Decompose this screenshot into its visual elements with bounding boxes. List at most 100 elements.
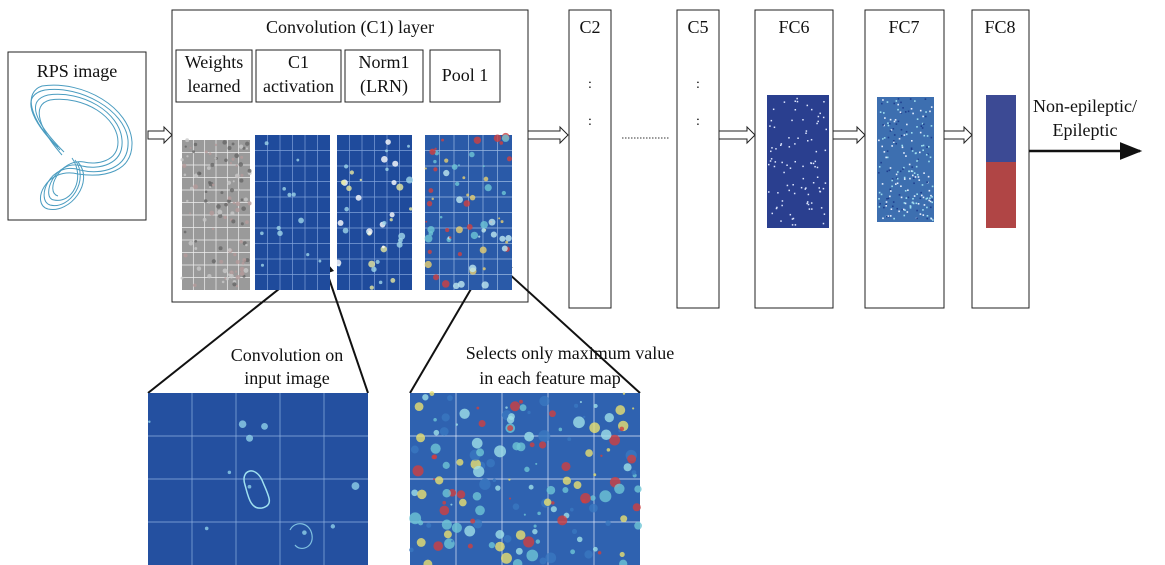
fc7-unit — [884, 117, 886, 119]
activation-spot — [538, 430, 551, 443]
fc7-unit — [887, 122, 889, 124]
activation-spot — [406, 176, 414, 184]
fc7-activation — [877, 97, 934, 222]
fc7-unit — [904, 190, 907, 192]
output-label: Epileptic — [1053, 120, 1118, 140]
stage-box — [255, 49, 342, 103]
fc7-unit — [890, 208, 893, 210]
fc7-unit — [920, 191, 922, 194]
fc7-unit — [928, 199, 930, 202]
activation-spot — [523, 513, 526, 516]
activation-spot — [225, 276, 229, 281]
activation-spot — [242, 258, 247, 262]
stage-label: learned — [188, 76, 241, 96]
fc7-unit — [883, 206, 885, 209]
activation-spot — [459, 498, 467, 507]
fc7-unit — [883, 137, 886, 139]
activation-spot — [632, 503, 641, 512]
activation-spot — [227, 248, 232, 252]
activation-spot — [506, 156, 513, 162]
activation-spot — [482, 165, 485, 168]
activation-spot — [224, 158, 228, 163]
fc6-unit — [793, 192, 796, 195]
fc6-unit — [824, 149, 827, 152]
activation-spot — [414, 402, 424, 412]
callout-line — [494, 260, 641, 394]
activation-spot — [298, 217, 304, 224]
activation-spot — [277, 230, 283, 237]
activation-spot — [355, 194, 362, 201]
activation-spot — [216, 204, 221, 209]
fc6-unit — [781, 200, 784, 202]
activation-spot — [532, 528, 538, 535]
activation-spot — [410, 445, 419, 454]
fc7-unit — [911, 201, 914, 204]
activation-spot — [378, 280, 383, 285]
activation-spot — [468, 264, 477, 273]
fc7-unit — [900, 134, 903, 137]
fc6-unit — [814, 160, 817, 163]
fc7-unit — [903, 202, 906, 204]
activation-spot — [499, 141, 504, 145]
activation-spot — [425, 220, 428, 223]
activation-spot — [407, 144, 410, 148]
fc7-unit — [911, 140, 913, 142]
activation-spot — [222, 140, 227, 145]
activation-spot — [183, 230, 187, 234]
activation-spot — [495, 541, 505, 552]
activation-spot — [243, 197, 248, 202]
fc7-unit — [908, 163, 911, 166]
fc6-unit — [781, 204, 783, 207]
fc7-unit — [882, 217, 884, 220]
fc6-unit — [786, 184, 789, 187]
activation-spot — [245, 258, 250, 263]
fc7-unit — [879, 202, 881, 205]
fc7-unit — [894, 119, 897, 121]
activation-spot — [455, 423, 458, 426]
fc6-unit — [768, 191, 770, 193]
fc7-unit — [882, 99, 884, 101]
fc7-unit — [918, 179, 921, 181]
fc6-unit — [810, 138, 813, 141]
fc7-unit — [930, 217, 933, 220]
fc7-unit — [879, 111, 882, 113]
activation-spot — [203, 199, 208, 203]
activation-spot — [334, 259, 342, 267]
activation-spot — [296, 158, 300, 162]
fc7-unit — [878, 171, 880, 174]
activation-spot — [247, 201, 252, 206]
activation-spot — [306, 253, 310, 257]
activation-spot — [239, 266, 245, 272]
fc7-unit — [893, 217, 895, 220]
activation-spot — [371, 266, 377, 273]
activation-spot — [238, 420, 247, 428]
fc7-unit — [925, 111, 927, 113]
activation-spot — [441, 138, 445, 142]
fc6-unit — [805, 130, 808, 132]
activation-spot — [182, 163, 187, 169]
activation-spot — [501, 245, 508, 252]
activation-spot — [183, 173, 187, 177]
activation-spot — [235, 164, 238, 167]
activation-spot — [558, 427, 563, 432]
activation-spot — [189, 186, 194, 191]
activation-spot — [232, 180, 235, 183]
fc7-unit — [887, 124, 890, 127]
activation-spot — [222, 268, 228, 274]
activation-spot — [229, 188, 235, 193]
activation-spot — [550, 501, 555, 505]
fc7-unit — [921, 184, 924, 186]
activation-spot — [433, 167, 438, 172]
activation-spot — [224, 277, 227, 280]
fc7-unit — [903, 214, 906, 217]
fc7-unit — [897, 171, 899, 173]
fc7-unit — [886, 101, 889, 103]
fc7-unit — [909, 98, 912, 100]
activation-spot — [473, 136, 482, 144]
activation-spot — [585, 449, 593, 457]
activation-spot — [482, 267, 486, 271]
activation-spot — [247, 168, 252, 173]
activation-spot — [237, 188, 241, 192]
activation-spot — [389, 212, 395, 218]
fc6-unit — [791, 218, 794, 220]
